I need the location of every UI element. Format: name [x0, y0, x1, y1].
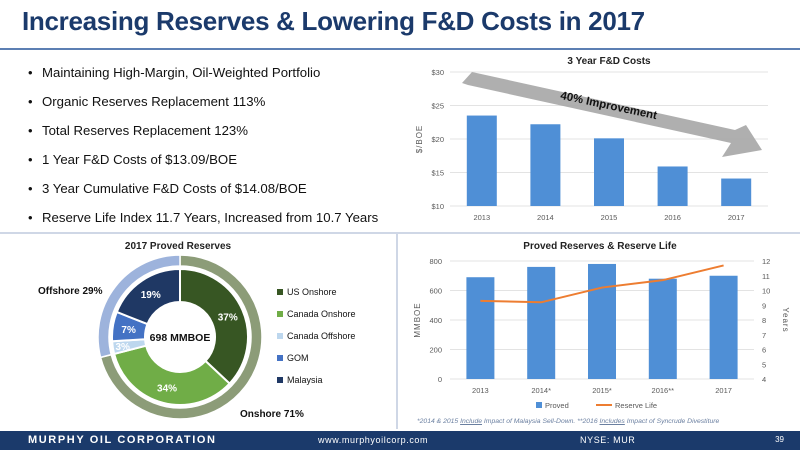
y2-tick-label: 7 — [762, 331, 766, 340]
x-tick-label: 2017 — [728, 213, 745, 222]
legend-swatch — [277, 377, 283, 383]
outer-ring-label: Onshore 71% — [240, 409, 304, 420]
legend-label: US Onshore — [287, 287, 337, 297]
slice-label: 3% — [115, 342, 130, 353]
bar — [709, 275, 738, 379]
footnote-text: Impact of Syncrude Divestiture — [624, 418, 720, 425]
bar — [721, 178, 752, 206]
slice-label: 37% — [218, 312, 238, 323]
slice-label: 34% — [157, 383, 177, 394]
outer-ring-label: Offshore 29% — [38, 286, 103, 297]
y2-tick-label: 5 — [762, 360, 766, 369]
page-number: 39 — [775, 435, 784, 444]
x-tick-label: 2016 — [664, 213, 681, 222]
fd-cost-chart: 3 Year F&D Costs $10 $15 $20 $25 $30 $/BOE 2013… — [415, 56, 768, 222]
section-divider-horizontal — [0, 232, 800, 234]
y2-axis-label: Years — [781, 307, 790, 332]
y-tick-label: 200 — [429, 346, 442, 355]
y-axis-label: $/BOE — [415, 125, 424, 154]
x-tick-label: 2014 — [537, 213, 554, 222]
legend-label: Canada Onshore — [287, 309, 356, 319]
improvement-arrow-icon — [462, 72, 762, 157]
legend-label: Malaysia — [287, 375, 323, 385]
bar — [466, 115, 497, 206]
chart-title: 3 Year F&D Costs — [567, 56, 651, 67]
footnote: *2014 & 2015 Include Impact of Malaysia … — [417, 418, 719, 425]
legend-label: GOM — [287, 353, 309, 363]
y-tick-label: 400 — [429, 316, 442, 325]
x-tick-label: 2013 — [472, 386, 489, 395]
y2-tick-label: 6 — [762, 346, 766, 355]
legend-label: Proved — [545, 401, 569, 410]
reserve-life-chart: Proved Reserves & Reserve Life 0 200 400 600… — [413, 241, 790, 410]
legend-label: Canada Offshore — [287, 331, 355, 341]
y2-tick-label: 4 — [762, 375, 766, 384]
legend-label: Reserve Life — [615, 401, 657, 410]
y2-tick-label: 11 — [762, 272, 770, 281]
reserve-life-line — [480, 264, 724, 304]
y2-tick-label: 10 — [762, 287, 770, 296]
footnote-text: Impact of Malaysia Sell-Down. **2016 — [482, 418, 600, 425]
chart-title: 2017 Proved Reserves — [125, 241, 232, 252]
footnote-emphasis: Includes — [599, 418, 625, 425]
footnote-text: *2014 & 2015 — [417, 418, 461, 425]
bullet-list: Maintaining High-Margin, Oil-Weighted Po… — [28, 58, 378, 232]
donut-slice — [179, 267, 249, 385]
y2-tick-label: 9 — [762, 301, 766, 310]
section-divider-vertical — [396, 234, 398, 429]
bar — [588, 263, 616, 379]
y-tick-label: 800 — [429, 257, 442, 266]
bar — [648, 278, 677, 379]
title-rule — [0, 48, 800, 50]
proved-reserves-donut-chart: 2017 Proved Reserves 37% 34% 3% 7% 19% 698 MMB… — [38, 241, 356, 420]
company-name: MURPHY OIL CORPORATION — [28, 434, 217, 446]
y-axis-label: MMBOE — [413, 302, 422, 337]
outer-ring-segment — [97, 254, 181, 359]
bullet-item: 3 Year Cumulative F&D Costs of $14.08/BO… — [28, 174, 378, 203]
y-tick-label: $25 — [431, 102, 444, 111]
bar — [527, 266, 556, 379]
bullet-item: 1 Year F&D Costs of $13.09/BOE — [28, 145, 378, 174]
chart-title: Proved Reserves & Reserve Life — [523, 241, 677, 252]
legend-swatch — [277, 311, 283, 317]
y-tick-label: 0 — [438, 375, 442, 384]
donut-center-label: 698 MMBOE — [150, 332, 211, 344]
x-tick-label: 2016** — [652, 386, 675, 395]
footnote-emphasis: Include — [460, 418, 483, 425]
y-tick-label: $30 — [431, 68, 444, 77]
legend-swatch — [536, 402, 542, 408]
y2-tick-label: 8 — [762, 316, 766, 325]
legend-swatch — [277, 355, 283, 361]
donut-slice — [115, 267, 181, 326]
bar — [594, 138, 624, 206]
y2-tick-label: 12 — [762, 257, 770, 266]
stock-ticker: NYSE: MUR — [580, 435, 636, 445]
bullet-item: Total Reserves Replacement 123% — [28, 116, 378, 145]
x-tick-label: 2017 — [715, 386, 732, 395]
x-tick-label: 2013 — [473, 213, 490, 222]
footer-bar: MURPHY OIL CORPORATION www.murphyoilcorp… — [0, 431, 800, 450]
donut-slice — [112, 344, 231, 406]
legend-swatch — [277, 333, 283, 339]
y-tick-label: $20 — [431, 135, 444, 144]
slice-label: 7% — [121, 325, 136, 336]
x-tick-label: 2014* — [531, 386, 551, 395]
x-tick-label: 2015* — [592, 386, 612, 395]
bar — [530, 124, 561, 206]
y-tick-label: 600 — [429, 287, 442, 296]
y-tick-label: $10 — [431, 202, 444, 211]
legend-swatch — [277, 289, 283, 295]
slice-label: 19% — [141, 290, 161, 301]
bullet-item: Reserve Life Index 11.7 Years, Increased… — [28, 203, 378, 232]
website-link[interactable]: www.murphyoilcorp.com — [318, 435, 429, 445]
bullet-item: Maintaining High-Margin, Oil-Weighted Po… — [28, 58, 378, 87]
bullet-item: Organic Reserves Replacement 113% — [28, 87, 378, 116]
bar — [466, 277, 495, 379]
x-tick-label: 2015 — [601, 213, 618, 222]
bar — [657, 166, 688, 206]
page-title: Increasing Reserves & Lowering F&D Costs… — [22, 6, 645, 36]
y-tick-label: $15 — [431, 169, 444, 178]
